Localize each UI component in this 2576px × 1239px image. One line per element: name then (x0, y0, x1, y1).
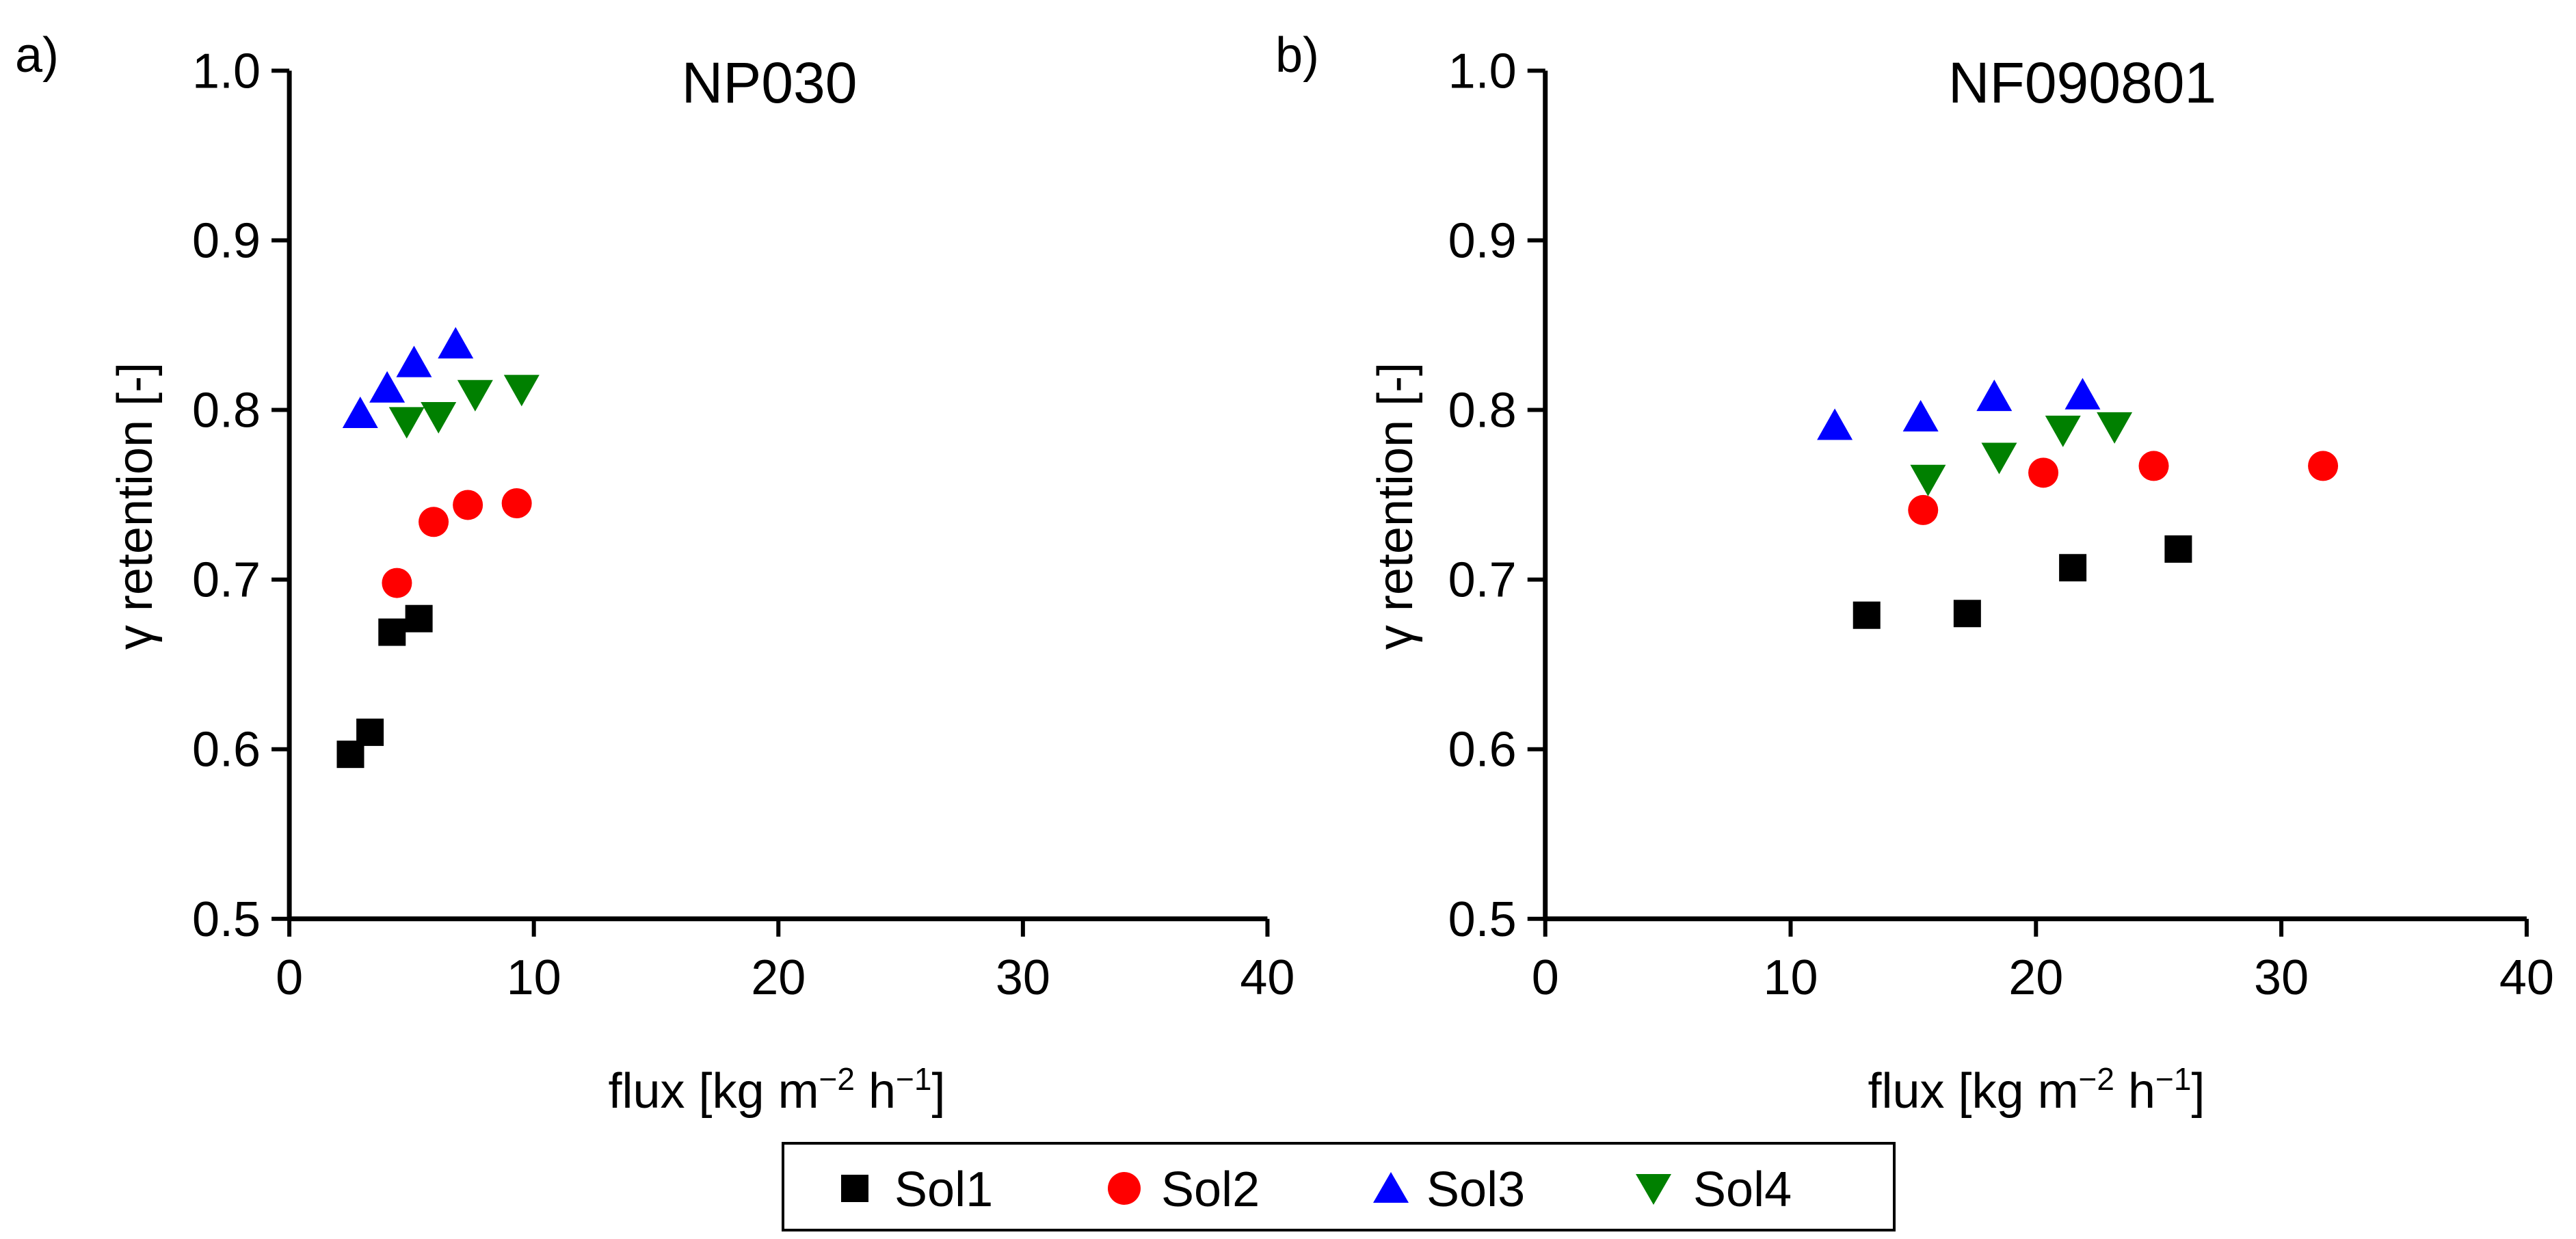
point-sol1 (356, 718, 384, 746)
point-sol3 (1976, 379, 2013, 412)
y-tick-label: 0.8 (1448, 384, 1517, 438)
legend-entry-sol4: Sol4 (1636, 1162, 1792, 1217)
x-tick-label: 10 (1763, 950, 1818, 1005)
point-sol4 (1981, 442, 2017, 475)
y-tick-label: 0.9 (192, 213, 261, 268)
point-sol2 (419, 507, 449, 537)
point-sol2 (2308, 451, 2339, 481)
legend-frame (782, 1142, 1896, 1231)
y-tick-label: 0.5 (192, 892, 261, 947)
point-sol4 (388, 407, 425, 439)
point-sol4 (457, 379, 493, 412)
point-sol2 (501, 488, 532, 518)
legend-marker-sol2 (1108, 1172, 1141, 1205)
legend-label-sol4: Sol4 (1693, 1162, 1792, 1217)
panel-b: b) NF090801 0 10 20 30 40 0.5 0.6 0.7 0.8 0.9 1.0… (1275, 28, 2554, 1119)
legend-entry-sol3: Sol3 (1373, 1162, 1525, 1217)
y-tick-label: 0.7 (1448, 553, 1517, 608)
point-sol3 (1902, 399, 1939, 431)
panel-a-points (336, 327, 540, 769)
x-tick-label: 40 (1240, 950, 1294, 1005)
legend-entry-sol1: Sol1 (841, 1162, 993, 1217)
point-sol4 (2097, 412, 2133, 444)
legend-entry-sol2: Sol2 (1108, 1162, 1260, 1217)
panel-b-title: NF090801 (1948, 51, 2216, 115)
x-tick-label: 30 (2254, 950, 2309, 1005)
panel-b-y-axis-title: γ retention [-] (1368, 362, 1423, 650)
point-sol1 (2059, 554, 2087, 582)
panel-b-y-ticks: 0.5 0.6 0.7 0.8 0.9 1.0 (1448, 44, 1545, 947)
point-sol3 (2064, 377, 2101, 410)
point-sol4 (2045, 415, 2081, 447)
point-sol4 (421, 401, 457, 434)
panel-a: a) NP030 0 10 20 30 40 0.5 0.6 0.7 0.8 0.9 1.0 fl… (15, 28, 1294, 1119)
point-sol3 (342, 396, 378, 428)
point-sol1 (2164, 535, 2192, 563)
panel-b-x-ticks: 0 10 20 30 40 (1532, 918, 2554, 1005)
y-tick-label: 0.5 (1448, 892, 1517, 947)
point-sol3 (396, 345, 432, 377)
x-tick-label: 40 (2499, 950, 2554, 1005)
panel-a-title: NP030 (682, 51, 858, 115)
point-sol4 (503, 375, 540, 407)
point-sol3 (1817, 408, 1853, 440)
point-sol3 (438, 327, 474, 359)
x-tick-label: 20 (2008, 950, 2063, 1005)
x-tick-label: 20 (751, 950, 806, 1005)
point-sol4 (1910, 464, 1946, 496)
panel-a-x-axis-title: flux [kg m−2 h−1] (608, 1061, 945, 1119)
legend-label-sol3: Sol3 (1426, 1162, 1525, 1217)
y-tick-label: 0.6 (192, 723, 261, 777)
point-sol2 (2028, 457, 2059, 488)
point-sol1 (1953, 600, 1981, 628)
y-tick-label: 0.7 (192, 553, 261, 608)
point-sol3 (369, 371, 406, 403)
panel-a-label: a) (15, 28, 59, 83)
point-sol1 (378, 618, 406, 646)
point-sol1 (405, 604, 433, 632)
legend: Sol1 Sol2 Sol3 Sol4 (782, 1142, 1896, 1231)
panel-a-y-axis-title: γ retention [-] (108, 362, 163, 650)
legend-label-sol1: Sol1 (894, 1162, 993, 1217)
panel-b-label: b) (1275, 28, 1319, 83)
point-sol2 (382, 568, 412, 598)
legend-marker-sol4 (1636, 1174, 1671, 1205)
point-sol1 (1853, 601, 1881, 629)
panel-b-axes (1543, 70, 2527, 922)
point-sol2 (2138, 451, 2169, 481)
panel-b-points (1817, 377, 2339, 629)
panel-a-axes (287, 70, 1268, 922)
x-tick-label: 0 (276, 950, 303, 1005)
point-sol2 (1908, 494, 1939, 525)
legend-marker-sol3 (1373, 1172, 1409, 1203)
y-tick-label: 0.6 (1448, 723, 1517, 777)
y-tick-label: 0.8 (192, 384, 261, 438)
x-tick-label: 0 (1532, 950, 1559, 1005)
point-sol2 (453, 490, 483, 520)
legend-marker-sol1 (841, 1175, 868, 1202)
x-tick-label: 30 (996, 950, 1050, 1005)
legend-label-sol2: Sol2 (1161, 1162, 1260, 1217)
x-tick-label: 10 (507, 950, 561, 1005)
y-tick-label: 1.0 (192, 44, 261, 98)
y-tick-label: 0.9 (1448, 213, 1517, 268)
y-tick-label: 1.0 (1448, 44, 1517, 98)
panel-b-x-axis-title: flux [kg m−2 h−1] (1868, 1061, 2205, 1119)
panel-a-y-ticks: 0.5 0.6 0.7 0.8 0.9 1.0 (192, 44, 290, 947)
panel-a-x-ticks: 0 10 20 30 40 (276, 918, 1294, 1005)
